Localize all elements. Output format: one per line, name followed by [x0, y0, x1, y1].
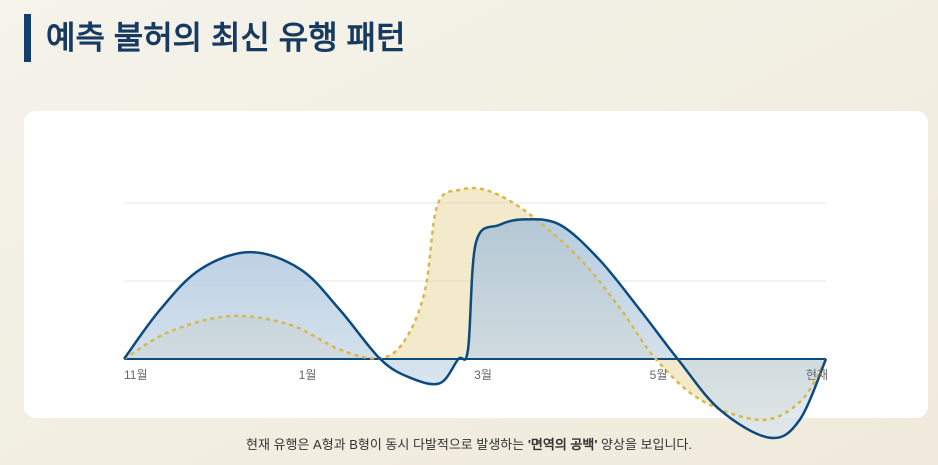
caption-text: 양상을 보입니다. [597, 437, 692, 452]
title-bar [24, 14, 31, 62]
area [124, 219, 826, 439]
caption-text: 현재 유행은 A형과 B형이 동시 다발적으로 발생하는 [246, 437, 528, 452]
caption: 현재 유행은 A형과 B형이 동시 다발적으로 발생하는 '면역의 공백' 양상… [246, 437, 692, 452]
x-tick-label: 3월 [474, 368, 492, 382]
caption-emphasis: '면역의 공백' [528, 437, 598, 452]
x-tick-label: 11월 [124, 368, 148, 382]
x-tick-label: 현재 [806, 368, 828, 382]
line [122, 218, 828, 440]
plot: 11월 1월 3월 5월 현재 [122, 186, 828, 440]
line [123, 186, 828, 422]
x-tick-label: 5월 [650, 368, 668, 382]
chart-title: 예측 불허의 최신 유행 패턴 [46, 19, 405, 55]
x-tick-label: 1월 [299, 368, 317, 382]
